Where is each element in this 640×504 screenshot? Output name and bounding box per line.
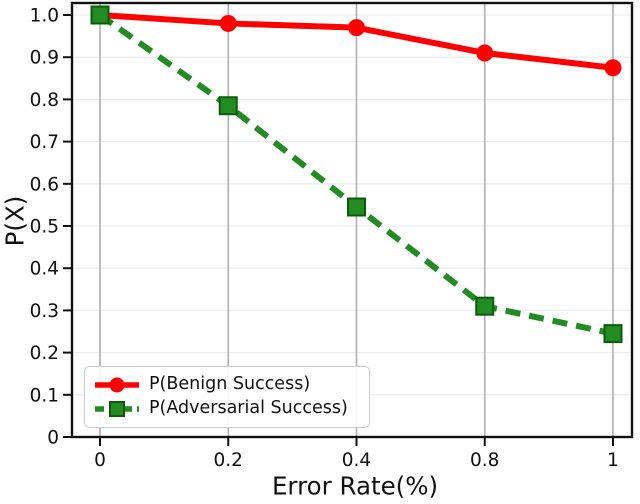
y-tick-label: 0.6 — [30, 174, 59, 195]
y-axis-title: P(X) — [0, 195, 30, 247]
x-tick-label: 0.2 — [214, 450, 243, 471]
data-point — [347, 197, 366, 217]
y-tick-label: 0.8 — [30, 90, 59, 111]
data-point — [476, 44, 494, 62]
y-tick-label: 0.3 — [30, 301, 59, 322]
y-tick-label: 1.0 — [30, 6, 59, 27]
y-tick-label: 0.1 — [30, 385, 59, 406]
y-tick-label: 0 — [47, 428, 59, 449]
data-point — [603, 324, 623, 344]
x-tick-label: 1 — [607, 450, 619, 471]
data-point — [90, 5, 110, 25]
data-point — [348, 19, 365, 37]
plot-border — [70, 1, 634, 439]
x-axis-title: Error Rate(%) — [271, 471, 439, 501]
x-tick-label: 0.8 — [470, 450, 499, 471]
data-point — [475, 296, 495, 316]
x-tick-label: 0 — [94, 450, 106, 471]
legend-item-benign: P(Benign Success) — [94, 376, 360, 394]
legend: P(Benign Success) P(Adversarial Success) — [84, 366, 370, 428]
data-point — [218, 96, 238, 116]
legend-label-adversarial: P(Adversarial Success) — [149, 398, 348, 419]
y-tick-label: 0.5 — [30, 217, 59, 238]
data-point — [219, 14, 237, 32]
y-tick-label: 0.4 — [30, 259, 59, 280]
y-tick-label: 0.2 — [30, 343, 59, 364]
legend-item-adversarial: P(Adversarial Success) — [94, 400, 360, 418]
x-tick-label: 0.4 — [342, 450, 371, 471]
data-point — [604, 59, 622, 77]
red-solid-line-circle-marker-icon — [95, 377, 139, 393]
legend-sample-marker — [109, 377, 125, 393]
y-tick-label: 0.7 — [30, 132, 59, 153]
green-dashed-line-square-marker-icon — [95, 401, 139, 417]
y-tick-label: 0.9 — [30, 48, 59, 69]
legend-sample-marker — [109, 401, 125, 417]
legend-label-benign: P(Benign Success) — [149, 374, 311, 395]
